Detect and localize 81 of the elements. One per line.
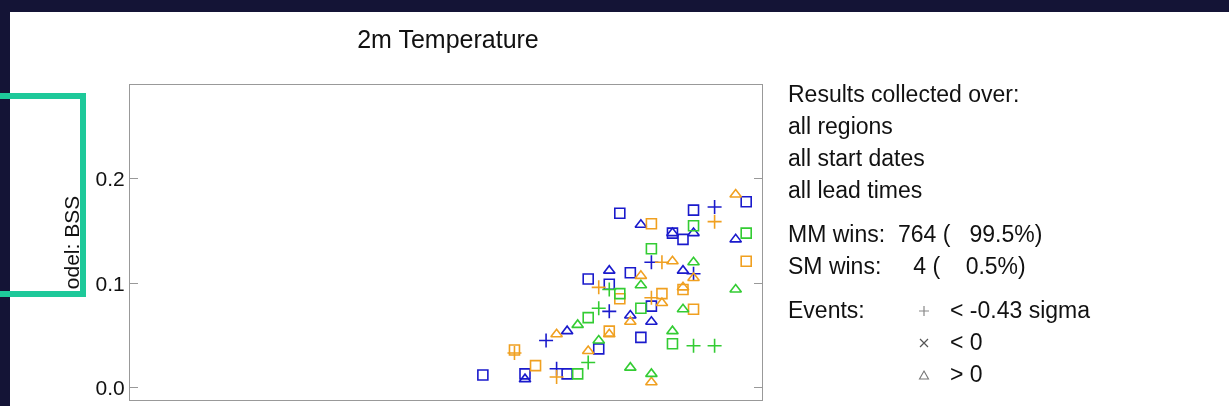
point — [656, 287, 668, 300]
point — [582, 273, 594, 285]
point — [601, 281, 618, 298]
point — [645, 300, 658, 312]
point — [706, 213, 723, 230]
text: < -0.43 sigma — [950, 296, 1090, 325]
y-tick-label: 0.0 — [95, 375, 125, 399]
point — [518, 373, 532, 383]
chart-title: 2m Temperature — [357, 25, 539, 54]
point — [706, 337, 723, 354]
point — [623, 315, 637, 326]
point — [729, 283, 743, 293]
text: all lead times — [788, 176, 924, 205]
point — [506, 345, 523, 361]
point — [571, 319, 585, 329]
point — [655, 297, 669, 307]
y-tick-label: 0.2 — [95, 167, 125, 191]
point — [685, 265, 702, 282]
point — [508, 344, 521, 356]
point — [592, 334, 606, 344]
point — [676, 264, 690, 274]
point — [645, 217, 658, 230]
point — [677, 233, 689, 246]
point — [645, 242, 658, 255]
text: MM wins: 764 ( 99.5%) — [788, 220, 1043, 249]
text: all start dates — [788, 144, 926, 173]
point — [592, 343, 605, 355]
point — [740, 255, 752, 268]
point — [581, 345, 595, 355]
text: Events: — [788, 296, 865, 325]
point — [687, 303, 700, 316]
point — [644, 368, 658, 378]
text: Results collected over: — [788, 80, 1021, 109]
point — [666, 337, 679, 350]
point — [601, 303, 618, 320]
point — [676, 303, 690, 313]
point — [614, 207, 626, 220]
point — [614, 287, 626, 300]
text: > 0 — [950, 360, 983, 389]
point — [706, 199, 723, 215]
point — [635, 302, 647, 315]
point — [676, 281, 690, 291]
point — [740, 196, 752, 208]
text: < 0 — [950, 328, 983, 357]
point — [654, 254, 670, 271]
point — [634, 218, 648, 229]
point — [687, 204, 700, 216]
point — [634, 270, 648, 280]
point — [740, 227, 752, 239]
point — [614, 293, 626, 305]
y-axis-title: odel: BSS — [59, 195, 83, 290]
point — [623, 309, 637, 319]
point — [548, 369, 565, 385]
point — [729, 188, 743, 198]
point — [634, 279, 648, 289]
point — [582, 311, 594, 324]
point — [677, 283, 689, 296]
point — [623, 361, 637, 371]
point — [644, 376, 658, 386]
point — [635, 331, 647, 344]
point — [643, 289, 660, 306]
text: all regions — [788, 112, 894, 141]
point — [519, 368, 531, 380]
point — [560, 325, 574, 335]
point — [687, 220, 700, 232]
point — [477, 369, 489, 381]
point — [561, 368, 573, 380]
point — [571, 368, 584, 380]
text: SM wins: 4 ( 0.5%) — [788, 252, 1027, 281]
point — [624, 266, 637, 279]
point — [602, 264, 616, 274]
y-tick-label: 0.1 — [95, 271, 125, 295]
point — [644, 315, 658, 326]
point — [580, 354, 596, 371]
point — [590, 300, 607, 317]
point — [729, 233, 743, 243]
point — [550, 328, 564, 338]
point — [590, 279, 607, 296]
point — [685, 337, 702, 354]
point — [538, 332, 554, 349]
point — [529, 359, 542, 372]
